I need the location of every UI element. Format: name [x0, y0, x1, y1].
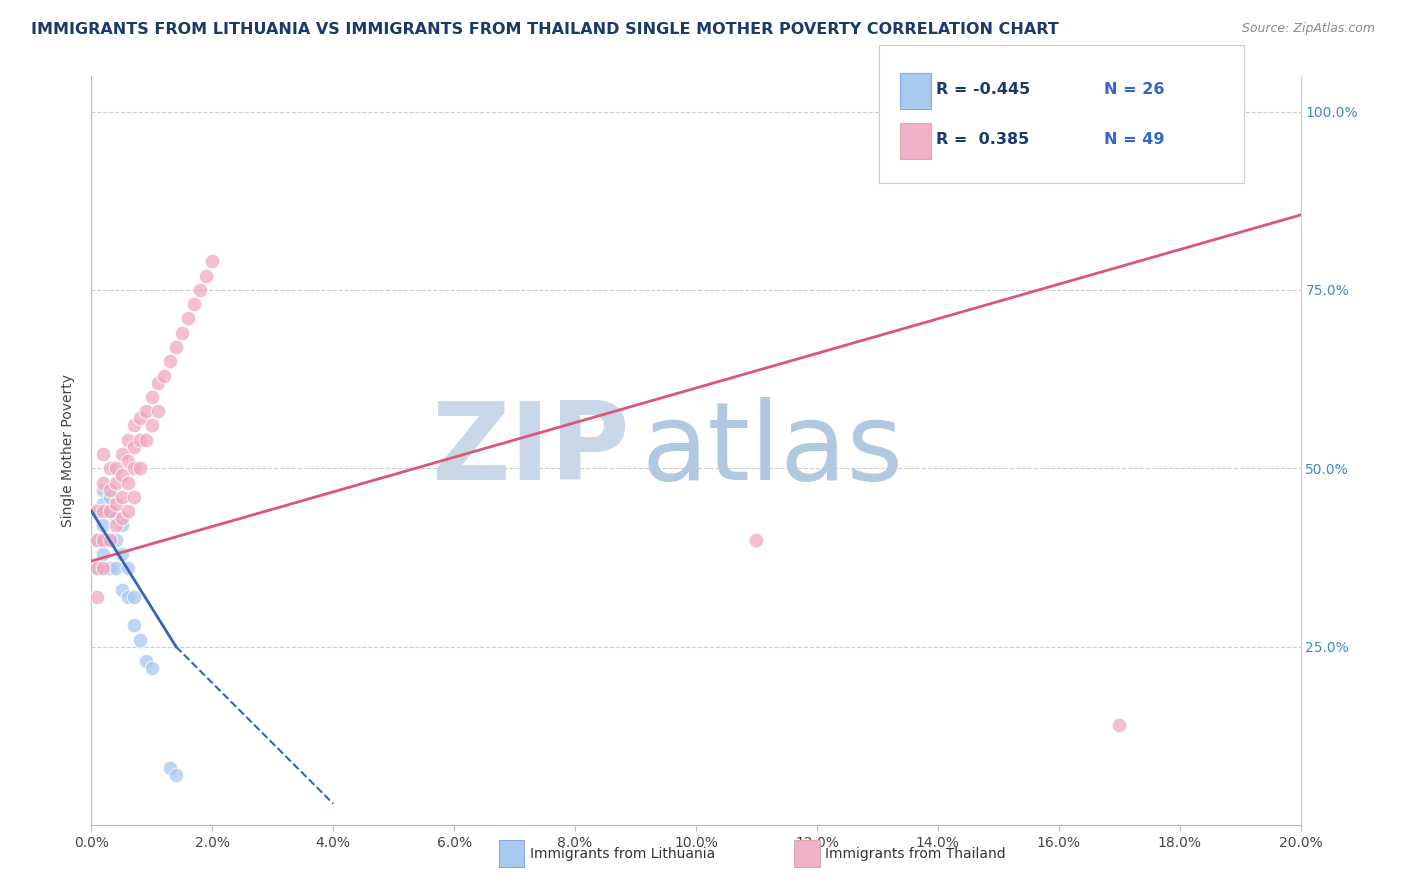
Point	[98, 504, 121, 518]
Point	[135, 433, 157, 447]
Text: N = 26: N = 26	[1104, 82, 1164, 96]
Point	[128, 433, 150, 447]
Y-axis label: Single Mother Poverty: Single Mother Poverty	[62, 374, 76, 527]
Point	[86, 533, 108, 547]
Point	[153, 368, 176, 383]
Point	[141, 418, 163, 433]
Point	[93, 518, 115, 533]
Text: R =  0.385: R = 0.385	[936, 132, 1029, 146]
Point	[172, 326, 194, 340]
Point	[93, 504, 115, 518]
Point	[122, 461, 145, 475]
Point	[122, 440, 145, 454]
Point	[104, 497, 127, 511]
Text: N = 49: N = 49	[1104, 132, 1164, 146]
Point	[128, 632, 150, 647]
Text: R = -0.445: R = -0.445	[936, 82, 1031, 96]
Point	[111, 468, 132, 483]
Point	[745, 533, 768, 547]
Point	[141, 661, 163, 675]
Point	[98, 490, 121, 504]
Point	[86, 590, 108, 604]
Point	[93, 447, 115, 461]
Point	[1108, 718, 1130, 732]
Text: Source: ZipAtlas.com: Source: ZipAtlas.com	[1241, 22, 1375, 36]
Point	[93, 561, 115, 575]
Point	[146, 404, 169, 418]
Point	[183, 297, 205, 311]
Point	[122, 490, 145, 504]
Point	[111, 511, 132, 525]
Point	[98, 533, 121, 547]
Text: Immigrants from Lithuania: Immigrants from Lithuania	[530, 847, 716, 861]
Point	[86, 504, 108, 518]
Point	[98, 561, 121, 575]
Text: Immigrants from Thailand: Immigrants from Thailand	[825, 847, 1005, 861]
Point	[98, 504, 121, 518]
Point	[128, 461, 150, 475]
Point	[93, 483, 115, 497]
Point	[111, 447, 132, 461]
Point	[159, 354, 181, 368]
Point	[122, 590, 145, 604]
Point	[104, 561, 127, 575]
Point	[111, 490, 132, 504]
Point	[86, 561, 108, 575]
Point	[135, 654, 157, 668]
Point	[122, 618, 145, 632]
Point	[104, 518, 127, 533]
Point	[93, 497, 115, 511]
Point	[177, 311, 200, 326]
Point	[111, 547, 132, 561]
Point	[201, 254, 224, 268]
Point	[117, 475, 139, 490]
Point	[98, 461, 121, 475]
Point	[104, 475, 127, 490]
Point	[165, 340, 187, 354]
Point	[111, 582, 132, 597]
Point	[117, 454, 139, 468]
Point	[188, 283, 211, 297]
Point	[104, 533, 127, 547]
Point	[104, 511, 127, 525]
Point	[93, 533, 115, 547]
Point	[128, 411, 150, 425]
Point	[86, 504, 108, 518]
Text: IMMIGRANTS FROM LITHUANIA VS IMMIGRANTS FROM THAILAND SINGLE MOTHER POVERTY CORR: IMMIGRANTS FROM LITHUANIA VS IMMIGRANTS …	[31, 22, 1059, 37]
Point	[146, 376, 169, 390]
Point	[111, 518, 132, 533]
Point	[122, 418, 145, 433]
Text: atlas: atlas	[641, 398, 904, 503]
Point	[135, 404, 157, 418]
Point	[165, 768, 187, 782]
Point	[195, 268, 218, 283]
Point	[117, 504, 139, 518]
Point	[104, 461, 127, 475]
Point	[93, 547, 115, 561]
Point	[141, 390, 163, 404]
Point	[86, 561, 108, 575]
Point	[117, 561, 139, 575]
Point	[117, 433, 139, 447]
Text: ZIP: ZIP	[432, 398, 630, 503]
Point	[86, 533, 108, 547]
Point	[159, 761, 181, 775]
Point	[117, 590, 139, 604]
Point	[98, 533, 121, 547]
Point	[93, 475, 115, 490]
Point	[98, 483, 121, 497]
